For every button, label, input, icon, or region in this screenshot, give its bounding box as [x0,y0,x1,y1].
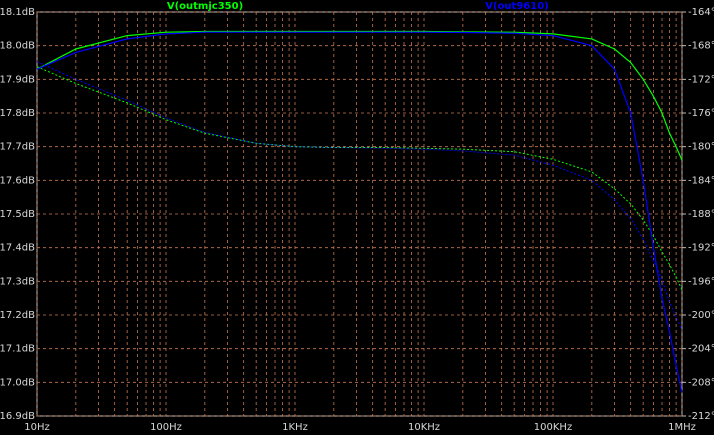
y2-tick-label: -188° [688,209,714,220]
y-tick-label: 17.4dB [0,243,35,254]
legend-entry: V(outmjc350) [167,1,243,12]
y-tick-label: 17.7dB [0,142,35,153]
x-tick-label: 10Hz [24,422,50,433]
y2-tick-label: -176° [688,108,714,119]
y-tick-label: 16.9dB [0,411,35,422]
magnitude-line [36,31,683,393]
magnitude-line [36,30,683,161]
x-tick-label: 1MHz [668,422,696,433]
y-tick-label: 18.1dB [0,7,35,18]
y2-tick-label: -212° [688,411,714,422]
x-tick-label: 10KHz [408,422,440,433]
x-tick-label: 100Hz [150,422,182,433]
x-tick-label: 100KHz [534,422,572,433]
y2-tick-label: -196° [688,276,714,287]
y2-tick-label: -204° [688,344,714,355]
phase-line [36,61,683,331]
y2-tick-label: -164° [688,7,714,18]
y-tick-label: 17.2dB [0,310,35,321]
legend-entry: V(out9610) [485,1,548,12]
y2-tick-label: -172° [688,74,714,85]
y2-tick-label: -208° [688,377,714,388]
y2-tick-label: -180° [688,142,714,153]
y-tick-label: 17.3dB [0,276,35,287]
y2-tick-label: -184° [688,175,714,186]
x-tick-label: 1KHz [282,422,308,433]
y2-tick-label: -200° [688,310,714,321]
y-tick-label: 17.6dB [0,175,35,186]
y2-tick-label: -168° [688,41,714,52]
y-tick-label: 18.0dB [0,41,35,52]
y-tick-label: 17.5dB [0,209,35,220]
phase-line [36,66,683,291]
y2-tick-label: -192° [688,243,714,254]
y-tick-label: 17.8dB [0,108,35,119]
y-tick-label: 17.1dB [0,344,35,355]
y-tick-label: 17.9dB [0,74,35,85]
y-tick-label: 17.0dB [0,377,35,388]
